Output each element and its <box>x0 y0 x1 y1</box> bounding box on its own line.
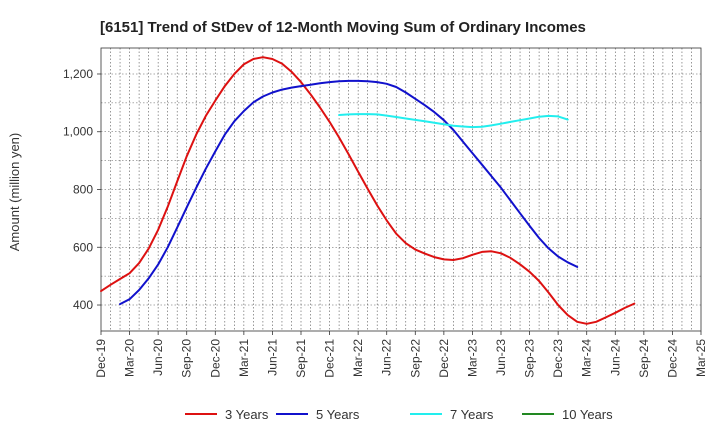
series-line-7-years <box>338 113 569 129</box>
x-tick-label: Jun-22 <box>380 339 394 376</box>
y-tick-label: 800 <box>73 183 93 197</box>
x-tick-label: Dec-19 <box>94 339 108 378</box>
x-tick-label: Sep-24 <box>637 339 651 378</box>
x-tick-label: Sep-22 <box>408 339 422 378</box>
series-line-3-years <box>100 56 636 325</box>
grid <box>101 48 701 331</box>
legend-label-10-years: 10 Years <box>562 407 613 422</box>
x-tick-label: Sep-23 <box>523 339 537 378</box>
x-tick-label: Mar-25 <box>694 339 708 377</box>
series-line-5-years <box>119 79 579 306</box>
y-axis-label: Amount (million yen) <box>7 133 22 252</box>
x-tick-label: Mar-21 <box>237 339 251 377</box>
x-axis-ticks: Dec-19 Mar-20 Jun-20 Sep-20 Dec-20 Mar-21 Jun-… <box>94 331 708 378</box>
x-tick-label: Dec-20 <box>208 339 222 378</box>
legend-label-3-years: 3 Years <box>225 407 269 422</box>
x-tick-label: Dec-23 <box>551 339 565 378</box>
x-tick-label: Jun-20 <box>151 339 165 376</box>
x-tick-label: Mar-20 <box>123 339 137 377</box>
legend-label-7-years: 7 Years <box>450 407 494 422</box>
legend-label-5-years: 5 Years <box>316 407 360 422</box>
y-tick-label: 600 <box>73 240 93 254</box>
x-tick-label: Jun-24 <box>608 339 622 376</box>
x-tick-label: Jun-23 <box>494 339 508 376</box>
y-tick-label: 1,200 <box>63 67 93 81</box>
y-axis-ticks: 400 600 800 1,000 1,200 <box>63 67 101 312</box>
x-tick-label: Mar-24 <box>580 339 594 377</box>
series-lines <box>100 56 636 325</box>
x-tick-label: Sep-21 <box>294 339 308 378</box>
x-tick-label: Mar-22 <box>351 339 365 377</box>
x-tick-label: Dec-22 <box>437 339 451 378</box>
x-tick-label: Jun-21 <box>265 339 279 376</box>
x-tick-label: Dec-24 <box>665 339 679 378</box>
x-tick-label: Sep-20 <box>180 339 194 378</box>
y-tick-label: 400 <box>73 298 93 312</box>
x-tick-label: Mar-23 <box>465 339 479 377</box>
x-tick-label: Dec-21 <box>323 339 337 378</box>
chart-title: [6151] Trend of StDev of 12-Month Moving… <box>100 19 586 36</box>
y-tick-label: 1,000 <box>63 125 93 139</box>
legend: 3 Years 5 Years 7 Years 10 Years <box>185 407 613 422</box>
